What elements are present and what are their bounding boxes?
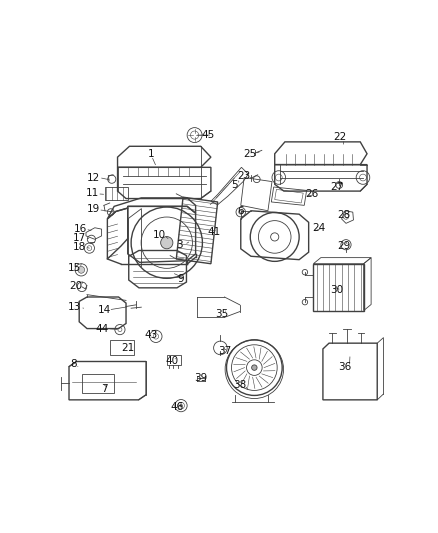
Text: 46: 46 xyxy=(170,402,184,411)
Circle shape xyxy=(78,266,85,273)
Text: 27: 27 xyxy=(330,182,343,192)
Bar xyxy=(314,264,364,311)
Text: 17: 17 xyxy=(73,232,86,243)
Circle shape xyxy=(180,404,182,407)
Text: 39: 39 xyxy=(194,374,207,383)
Text: 28: 28 xyxy=(337,210,350,220)
Text: 23: 23 xyxy=(237,171,251,181)
Text: 25: 25 xyxy=(243,149,257,159)
Circle shape xyxy=(161,237,173,249)
Text: 10: 10 xyxy=(153,230,166,240)
Text: 36: 36 xyxy=(338,362,352,372)
Text: 12: 12 xyxy=(87,173,100,182)
Text: 43: 43 xyxy=(145,330,158,341)
Bar xyxy=(167,354,181,365)
Bar xyxy=(82,374,114,393)
Text: 41: 41 xyxy=(207,227,220,237)
Text: 29: 29 xyxy=(337,241,350,251)
Text: 21: 21 xyxy=(121,343,134,353)
Text: 22: 22 xyxy=(333,133,346,142)
Text: 24: 24 xyxy=(312,223,325,233)
Text: 35: 35 xyxy=(215,309,228,319)
Text: 1: 1 xyxy=(148,149,155,159)
Text: 7: 7 xyxy=(101,384,107,394)
Text: 40: 40 xyxy=(165,357,178,367)
Text: 11: 11 xyxy=(85,188,99,198)
Bar xyxy=(105,187,128,199)
Text: 15: 15 xyxy=(68,263,81,273)
Text: 45: 45 xyxy=(201,130,215,140)
Text: 9: 9 xyxy=(177,273,184,284)
Text: 14: 14 xyxy=(97,305,111,315)
Text: 5: 5 xyxy=(231,180,238,190)
Text: 26: 26 xyxy=(305,190,319,199)
Text: 13: 13 xyxy=(68,302,81,312)
Bar xyxy=(110,341,134,354)
Text: 19: 19 xyxy=(86,204,100,214)
Text: 44: 44 xyxy=(95,324,109,334)
Text: 18: 18 xyxy=(73,242,86,252)
Circle shape xyxy=(251,365,257,370)
Text: 6: 6 xyxy=(237,206,244,216)
Text: 3: 3 xyxy=(177,240,183,250)
Text: 38: 38 xyxy=(233,380,247,390)
Text: 20: 20 xyxy=(69,281,82,291)
Text: 16: 16 xyxy=(74,224,87,234)
Text: 30: 30 xyxy=(331,285,344,295)
Text: 37: 37 xyxy=(218,345,231,356)
Text: 8: 8 xyxy=(70,359,77,368)
